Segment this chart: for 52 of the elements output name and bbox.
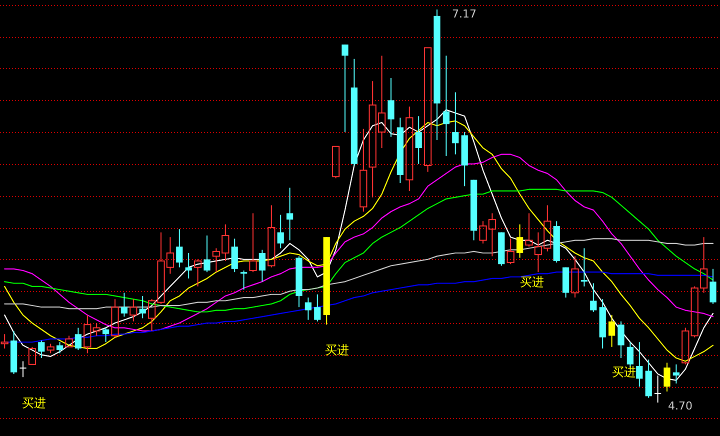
- candlestick: [424, 47, 432, 172]
- candlestick: [130, 298, 138, 322]
- candlestick: [608, 314, 616, 348]
- candlestick: [111, 298, 119, 338]
- candlestick: [102, 327, 110, 343]
- candlestick: [240, 270, 248, 290]
- candlestick: [590, 282, 597, 312]
- candlestick: [571, 256, 579, 298]
- candlestick: [286, 187, 294, 241]
- candlestick: [525, 212, 533, 248]
- candlestick: [304, 297, 312, 320]
- candlestick: [415, 116, 422, 164]
- candlestick: [636, 342, 643, 388]
- candlestick: [672, 364, 680, 384]
- candlestick: [194, 258, 202, 287]
- candlestick: [74, 327, 82, 351]
- candlestick: [258, 249, 266, 282]
- annotation: 买进: [325, 343, 349, 357]
- candlestick: [38, 340, 45, 359]
- annotation: 买进: [520, 275, 544, 289]
- candlestick: [231, 238, 238, 273]
- candlestick: [580, 248, 588, 287]
- candlestick: [710, 268, 716, 304]
- candlestick: [84, 314, 92, 354]
- annotation: 4.70: [668, 400, 692, 412]
- annotation: 买进: [612, 365, 636, 379]
- candlestick: [342, 44, 348, 133]
- candlestick: [506, 238, 514, 265]
- candlestick: [618, 320, 624, 359]
- candlestick: [360, 128, 368, 212]
- candlestick: [185, 252, 192, 279]
- candlestick: [120, 292, 128, 318]
- candlestick: [0, 334, 8, 349]
- annotation: 买进: [22, 396, 46, 410]
- candlestick: [92, 322, 100, 336]
- candlestick: [314, 294, 321, 322]
- annotation: 7.17: [452, 8, 476, 20]
- candlestick: [516, 224, 524, 258]
- candlestick: [388, 77, 394, 138]
- candlestick: [139, 295, 146, 319]
- candlestick: [452, 92, 459, 155]
- candlestick: [664, 362, 670, 392]
- candlestick: [20, 360, 26, 378]
- candlestick: [249, 212, 257, 273]
- candlestick: [442, 55, 450, 156]
- candlestick: [176, 228, 183, 268]
- candlestick: [46, 343, 54, 354]
- candlestick: [204, 235, 210, 273]
- candlestick: [277, 214, 284, 249]
- candlestick: [406, 106, 414, 192]
- candlestick: [56, 342, 64, 354]
- candlestick: [268, 204, 276, 268]
